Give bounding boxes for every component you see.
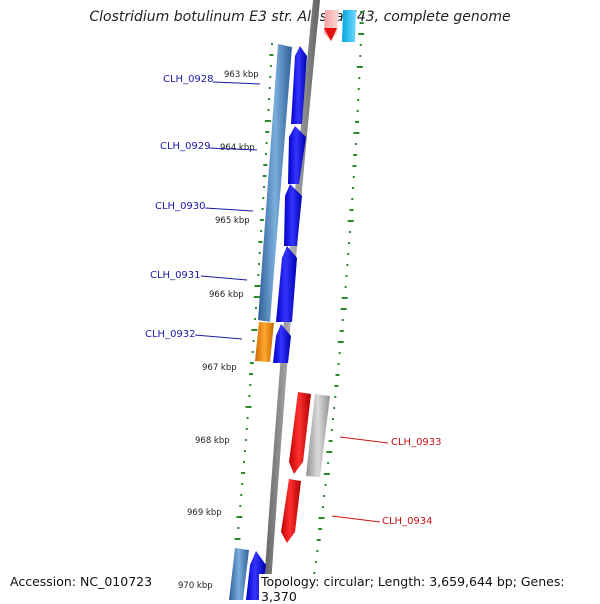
forward-cds-arrow: [284, 184, 302, 246]
position-label-970: 970 kbp: [178, 581, 213, 591]
red-cds-arrow-top: [324, 28, 337, 41]
reverse-cds-arrow: [281, 479, 301, 543]
forward-label-leaders: [194, 81, 261, 340]
gene-label-clh-0931[interactable]: CLH_0931: [150, 270, 201, 281]
position-label-966: 966 kbp: [209, 290, 244, 300]
gc-content-ring-left: [230, 43, 274, 595]
orange-feature: [255, 322, 274, 362]
reverse-label-leaders: [331, 436, 389, 523]
position-label-967: 967 kbp: [202, 363, 237, 373]
forward-cds-arrow: [291, 46, 307, 124]
grey-feature: [306, 394, 330, 477]
gene-labels: CLH_0928 CLH_0929 CLH_0930 CLH_0931 CLH_…: [145, 74, 442, 527]
forward-cds-track: [246, 46, 307, 600]
reverse-cds-arrow: [289, 392, 311, 474]
position-label-968: 968 kbp: [195, 436, 230, 446]
gene-label-clh-0934[interactable]: CLH_0934: [382, 516, 433, 527]
forward-cds-arrow: [276, 246, 297, 322]
position-label-963: 963 kbp: [224, 70, 259, 80]
outer-ring-segment: [258, 44, 292, 322]
position-label-969: 969 kbp: [187, 508, 222, 518]
position-scale: 963 kbp 964 kbp 965 kbp 966 kbp 967 kbp …: [178, 70, 259, 591]
forward-cds-arrow: [273, 324, 291, 363]
map-title: Clostridium botulinum E3 str. Alaska E43…: [89, 9, 511, 25]
gene-label-clh-0933[interactable]: CLH_0933: [391, 437, 442, 448]
gene-label-clh-0928[interactable]: CLH_0928: [163, 74, 214, 85]
gc-content-ring-right: [313, 11, 365, 574]
gene-label-clh-0929[interactable]: CLH_0929: [160, 141, 211, 152]
gene-label-clh-0930[interactable]: CLH_0930: [155, 201, 206, 212]
outer-ring-segment: [229, 548, 249, 600]
position-label-964: 964 kbp: [220, 143, 255, 153]
forward-cds-arrow: [288, 126, 306, 184]
topology-text: Topology: circular; Length: 3,659,644 bp…: [259, 574, 600, 604]
position-label-965: 965 kbp: [215, 216, 250, 226]
accession-text: Accession: NC_010723: [8, 574, 155, 589]
cyan-feature: [342, 10, 356, 42]
gene-label-clh-0932[interactable]: CLH_0932: [145, 329, 196, 340]
reverse-cds-track: [281, 392, 330, 543]
